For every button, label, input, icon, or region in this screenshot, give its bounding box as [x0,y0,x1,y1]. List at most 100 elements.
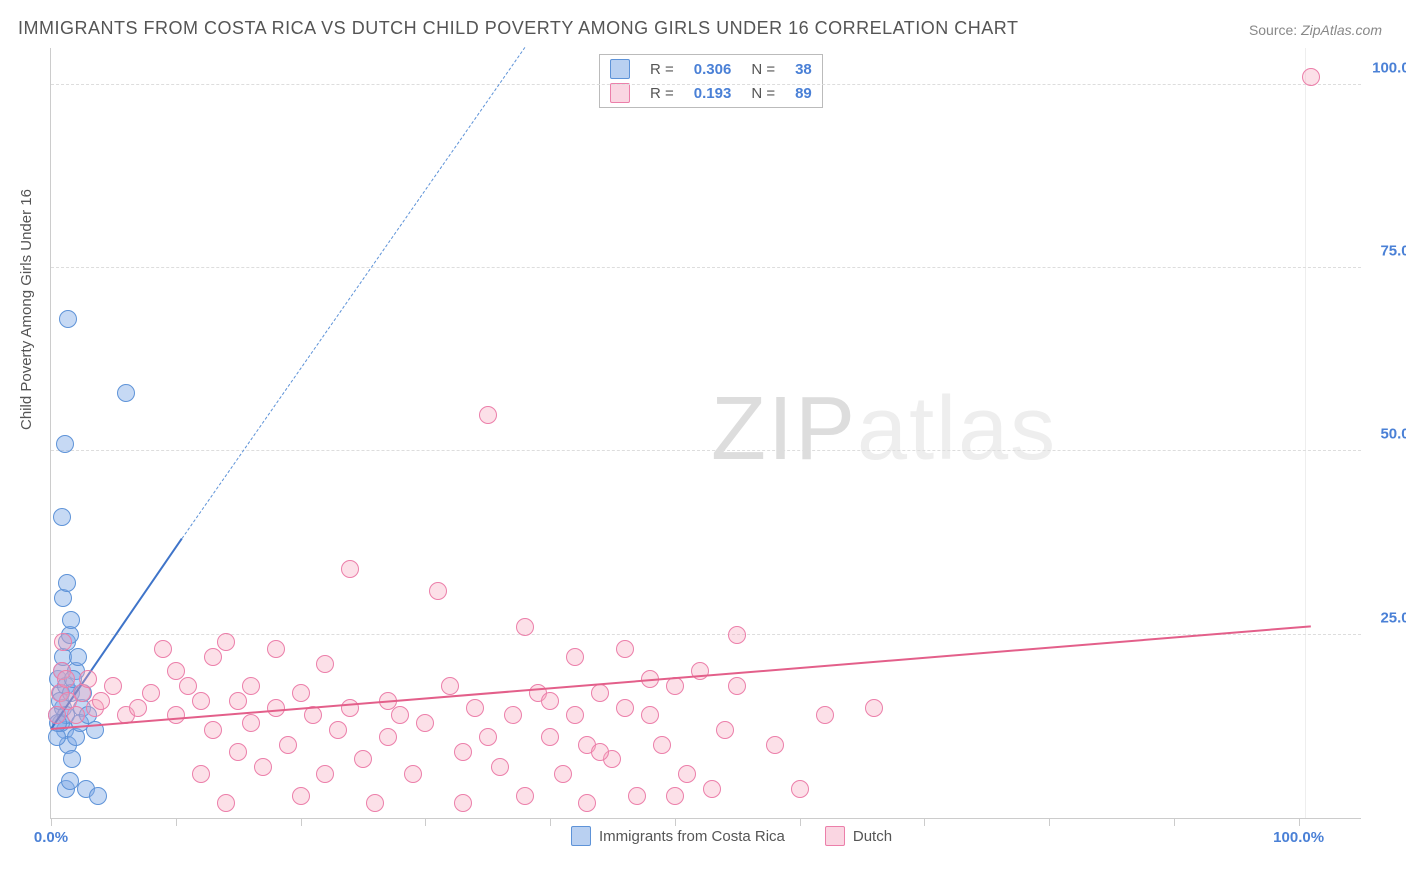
data-point-pink [516,618,534,636]
x-tick-label: 100.0% [1273,829,1324,846]
data-point-pink [566,648,584,666]
legend-series: Immigrants from Costa Rica Dutch [571,826,892,846]
data-point-pink [678,765,696,783]
trend-line [51,625,1311,730]
gridline-h [51,450,1361,451]
legend-n-label: N = [741,57,785,81]
legend-label: Dutch [853,828,892,845]
data-point-pink [142,684,160,702]
data-point-pink [479,406,497,424]
y-tick-label: 75.0% [1367,243,1406,260]
y-tick-label: 100.0% [1367,59,1406,76]
data-point-pink [279,736,297,754]
data-point-pink [466,699,484,717]
data-point-pink [154,640,172,658]
data-point-pink [329,721,347,739]
data-point-pink [217,794,235,812]
data-point-pink [591,743,609,761]
data-point-pink [554,765,572,783]
data-point-pink [479,728,497,746]
chart-title: IMMIGRANTS FROM COSTA RICA VS DUTCH CHIL… [18,18,1018,39]
data-point-pink [267,640,285,658]
data-point-pink [516,787,534,805]
data-point-pink [316,655,334,673]
data-point-pink [366,794,384,812]
gridline-h [51,84,1361,85]
data-point-pink [653,736,671,754]
y-tick-label: 25.0% [1367,609,1406,626]
source-value: ZipAtlas.com [1301,22,1382,38]
watermark-a: ZIP [711,379,857,479]
data-point-blue [63,750,81,768]
data-point-pink [865,699,883,717]
x-tick-label: 0.0% [34,829,68,846]
gridline-h [51,634,1361,635]
y-axis-title: Child Poverty Among Girls Under 16 [18,189,35,430]
data-point-pink [129,699,147,717]
data-point-pink [254,758,272,776]
data-point-blue [69,648,87,666]
watermark-b: atlas [857,379,1057,479]
data-point-pink [728,677,746,695]
data-point-pink [242,714,260,732]
scatter-plot: ZIPatlas R =0.306N =38R =0.193N =89 Immi… [50,48,1361,819]
data-point-pink [104,677,122,695]
data-point-pink [404,765,422,783]
data-point-pink [67,706,85,724]
data-point-pink [566,706,584,724]
x-tick [1174,818,1175,826]
data-point-pink [504,706,522,724]
x-tick [1049,818,1050,826]
legend-rn-table: R =0.306N =38R =0.193N =89 [600,57,822,105]
x-tick [550,818,551,826]
data-point-pink [716,721,734,739]
data-point-pink [48,706,66,724]
data-point-pink [167,706,185,724]
data-point-pink [167,662,185,680]
data-point-pink [578,794,596,812]
data-point-pink [766,736,784,754]
data-point-pink [666,787,684,805]
legend-correlation-box: R =0.306N =38R =0.193N =89 [599,54,823,108]
legend-swatch-pink [825,826,845,846]
data-point-pink [454,743,472,761]
source-label: Source: [1249,22,1297,38]
data-point-blue [117,384,135,402]
gridline-h [51,267,1361,268]
legend-item-pink: Dutch [825,826,892,846]
data-point-pink [541,692,559,710]
legend-n-value: 38 [785,57,822,81]
legend-r-label: R = [640,57,684,81]
legend-label: Immigrants from Costa Rica [599,828,785,845]
data-point-pink [204,648,222,666]
data-point-blue [89,787,107,805]
legend-rn-row-blue: R =0.306N =38 [600,57,822,81]
x-tick [675,818,676,826]
data-point-pink [341,560,359,578]
x-tick [425,818,426,826]
data-point-pink [54,633,72,651]
data-point-pink [616,699,634,717]
x-tick [924,818,925,826]
data-point-pink [491,758,509,776]
data-point-pink [267,699,285,717]
x-tick [1299,818,1300,826]
data-point-pink [728,626,746,644]
data-point-pink [192,765,210,783]
data-point-pink [441,677,459,695]
x-tick [176,818,177,826]
data-point-pink [242,677,260,695]
legend-r-value: 0.306 [684,57,742,81]
data-point-pink [354,750,372,768]
data-point-pink [416,714,434,732]
data-point-pink [703,780,721,798]
data-point-pink [192,692,210,710]
data-point-pink [229,692,247,710]
x-tick [51,818,52,826]
data-point-pink [229,743,247,761]
data-point-pink [816,706,834,724]
data-point-blue [56,435,74,453]
data-point-pink [341,699,359,717]
data-point-pink [292,684,310,702]
data-point-pink [79,670,97,688]
